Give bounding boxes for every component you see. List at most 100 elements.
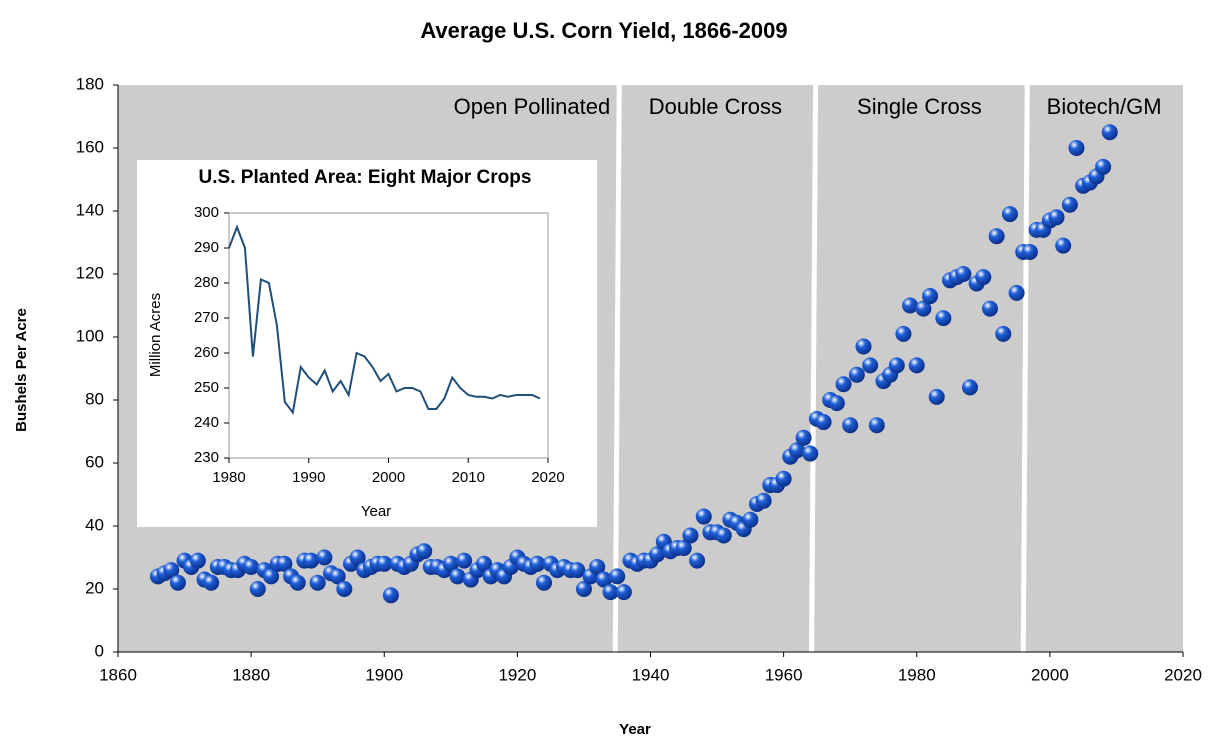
data-point [902, 297, 919, 314]
data-point [855, 338, 872, 355]
data-point [755, 492, 772, 509]
y-tick-label: 300 [194, 204, 219, 221]
era-separator [612, 84, 622, 653]
data-point [675, 540, 692, 557]
data-point [922, 288, 939, 305]
data-point [1008, 284, 1025, 301]
y-tick-label: 160 [76, 137, 104, 156]
y-tick-label: 250 [194, 379, 219, 396]
data-point [862, 357, 879, 374]
data-point [695, 508, 712, 525]
data-point [928, 388, 945, 405]
x-tick-label: 1900 [365, 665, 403, 684]
data-point [442, 555, 459, 572]
data-point [329, 568, 346, 585]
data-point [289, 574, 306, 591]
data-point [203, 574, 220, 591]
data-point [276, 555, 293, 572]
data-point [795, 429, 812, 446]
x-tick-label: 2000 [1031, 665, 1069, 684]
data-point [303, 552, 320, 569]
data-point [908, 357, 925, 374]
data-point [981, 300, 998, 317]
inset-title: U.S. Planted Area: Eight Major Crops [199, 167, 532, 188]
data-point [1068, 140, 1085, 156]
data-point [835, 376, 852, 393]
data-point [575, 581, 592, 597]
era-separator [809, 84, 819, 653]
x-tick-label: 2000 [372, 469, 405, 486]
y-tick-label: 280 [194, 274, 219, 291]
inset-x-axis-title: Year [361, 503, 391, 520]
y-tick-label: 230 [194, 449, 219, 466]
data-point [1101, 124, 1118, 141]
data-point [349, 549, 366, 566]
data-point [842, 417, 859, 434]
x-axis-title: Year [619, 721, 651, 738]
data-point [1001, 206, 1018, 223]
y-tick-label: 20 [85, 578, 104, 597]
y-axis-title: Bushels Per Acre [13, 308, 30, 432]
y-tick-label: 290 [194, 239, 219, 256]
data-point [742, 511, 759, 528]
data-point [382, 587, 399, 604]
data-point [1048, 209, 1065, 226]
data-point [249, 581, 266, 597]
era-label: Biotech/GM [1047, 94, 1162, 119]
data-point [602, 584, 619, 601]
x-tick-label: 1980 [898, 665, 936, 684]
data-point [529, 555, 546, 572]
era-label: Single Cross [857, 94, 982, 119]
data-point [309, 574, 326, 591]
data-point [476, 555, 493, 572]
data-point [169, 574, 186, 591]
data-point [376, 555, 393, 572]
y-tick-label: 120 [76, 263, 104, 282]
data-point [788, 442, 805, 459]
data-point [895, 325, 912, 342]
y-tick-label: 260 [194, 344, 219, 361]
data-point [189, 552, 206, 569]
data-point [815, 414, 832, 431]
x-tick-label: 1990 [292, 469, 325, 486]
data-point [1095, 158, 1112, 175]
data-point [163, 562, 180, 579]
data-point [975, 269, 992, 286]
y-tick-label: 270 [194, 309, 219, 326]
y-tick-label: 100 [76, 326, 104, 345]
x-tick-label: 2020 [531, 469, 564, 486]
data-point [715, 527, 732, 544]
data-point [1021, 243, 1038, 260]
data-point [868, 417, 885, 434]
x-tick-label: 1960 [765, 665, 803, 684]
x-tick-label: 2020 [1164, 665, 1202, 684]
data-point [935, 310, 952, 327]
y-tick-label: 140 [76, 200, 104, 219]
data-point [828, 395, 845, 412]
x-tick-label: 1860 [99, 665, 137, 684]
y-tick-label: 60 [85, 452, 104, 471]
y-tick-label: 0 [95, 641, 104, 660]
data-point [955, 266, 972, 282]
data-point [995, 325, 1012, 342]
data-point [456, 552, 473, 569]
x-tick-label: 2010 [452, 469, 485, 486]
era-separator [1020, 84, 1030, 653]
y-tick-label: 40 [85, 515, 104, 534]
x-tick-label: 1880 [232, 665, 270, 684]
chart-title: Average U.S. Corn Yield, 1866-2009 [420, 18, 787, 43]
era-label: Double Cross [649, 94, 782, 119]
data-point [416, 543, 433, 560]
data-point [649, 546, 666, 563]
data-point [449, 568, 466, 585]
data-point [336, 581, 353, 597]
data-point [962, 379, 978, 396]
data-point [609, 568, 626, 585]
y-tick-label: 180 [76, 74, 104, 93]
era-label: Open Pollinated [454, 94, 611, 119]
inset-y-axis-title: Million Acres [147, 293, 164, 377]
data-point [243, 558, 260, 575]
data-point [802, 445, 819, 462]
data-point [1061, 196, 1078, 213]
